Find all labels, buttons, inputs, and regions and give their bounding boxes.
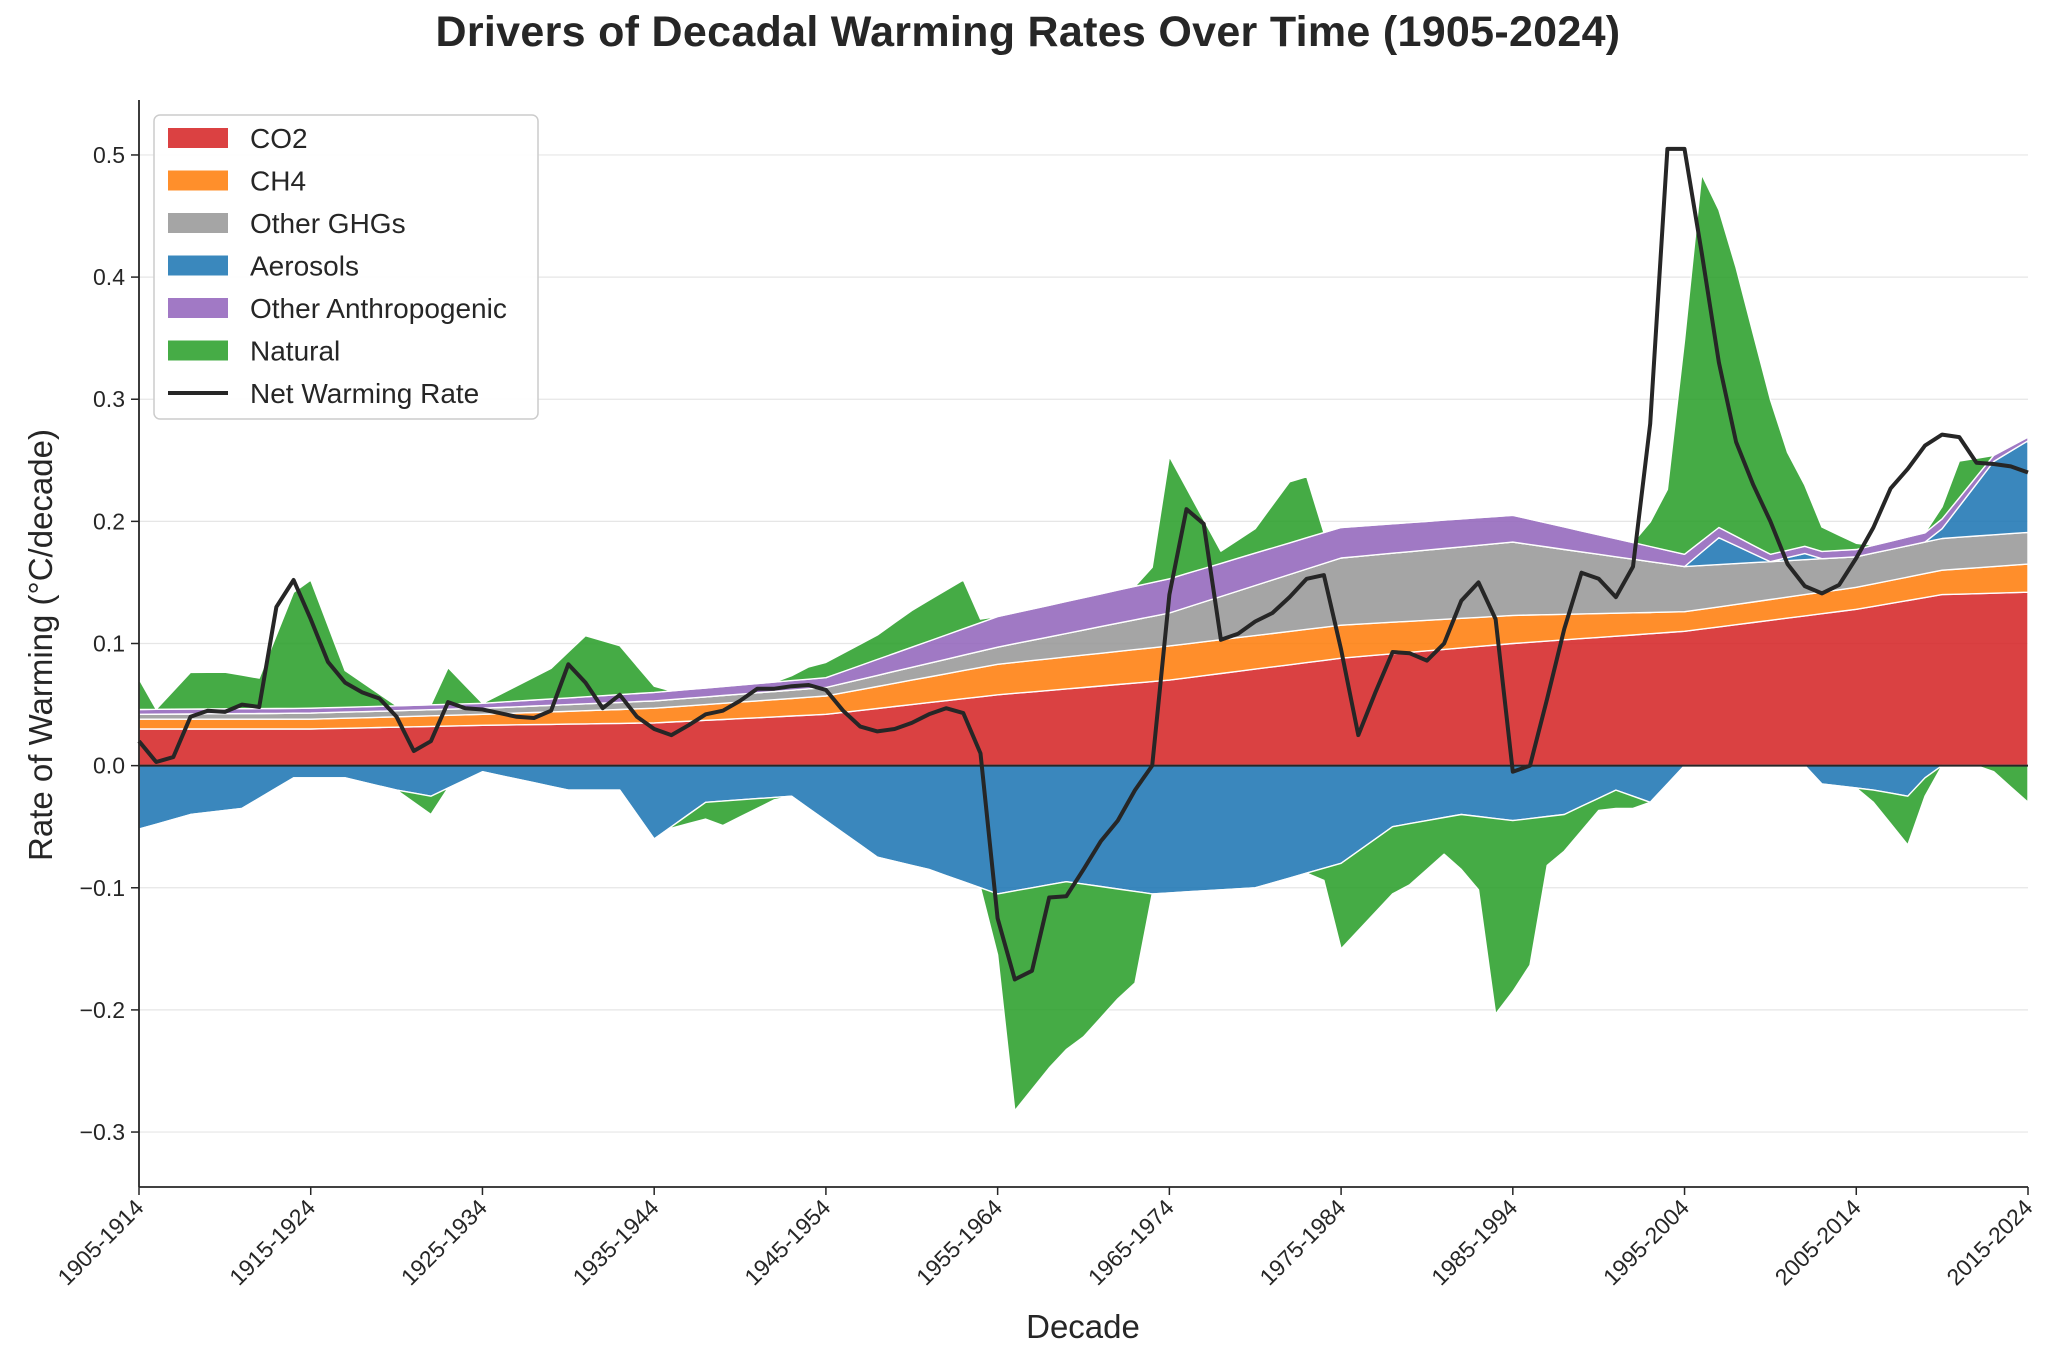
legend-label-other-ghgs: Other GHGs <box>250 208 406 239</box>
legend-label-aerosols: Aerosols <box>250 251 359 282</box>
net-line-layer <box>137 146 2029 982</box>
legend-label-net-warming-rate: Net Warming Rate <box>250 378 479 409</box>
x-tick-label-1: 1915-1924 <box>224 1194 320 1290</box>
y-tick-label-5: 0.2 <box>93 508 125 534</box>
x-tick-label-2: 1925-1934 <box>396 1194 492 1290</box>
y-tick-label-1: −0.2 <box>80 997 125 1023</box>
x-tick-label-10: 2005-2014 <box>1770 1194 1866 1290</box>
x-tick-label-3: 1935-1944 <box>568 1194 664 1290</box>
legend-label-natural: Natural <box>250 336 340 367</box>
x-tick-label-9: 1995-2004 <box>1598 1194 1694 1290</box>
stacked-areas <box>138 173 2029 1112</box>
x-tick-label-8: 1985-1994 <box>1426 1194 1522 1290</box>
legend-swatch-aerosols <box>168 255 228 276</box>
area-natural-neg <box>138 764 2029 1112</box>
legend-swatch-other-anthropogenic <box>168 298 228 318</box>
legend-swatch-co2 <box>168 128 228 148</box>
y-tick-label-4: 0.1 <box>93 631 125 657</box>
y-tick-label-2: −0.1 <box>80 875 125 901</box>
legend-swatch-natural <box>168 340 228 361</box>
area-natural-pos <box>138 173 2029 711</box>
legend-label-other-anthropogenic: Other Anthropogenic <box>250 293 507 324</box>
legend-swatch-other-ghgs <box>168 213 228 233</box>
legend: CO2 CH4 Other GHGs Aerosols Other Anthropoge… <box>153 114 539 420</box>
y-tick-label-3: 0.0 <box>93 753 125 779</box>
net-warming-line <box>137 146 2029 982</box>
x-tick-label-6: 1965-1974 <box>1083 1194 1179 1290</box>
x-axis-label: Decade <box>1026 1308 1140 1345</box>
area-aerosols-neg <box>138 764 2029 895</box>
legend-box <box>153 114 539 420</box>
y-axis-label: Rate of Warming (°C/decade) <box>22 429 59 861</box>
legend-label-co2: CO2 <box>250 123 308 154</box>
y-tick-label-0: −0.3 <box>80 1119 125 1145</box>
y-tick-label-6: 0.3 <box>93 386 125 412</box>
x-tick-label-5: 1955-1964 <box>911 1194 1007 1290</box>
x-tick-label-7: 1975-1984 <box>1254 1194 1350 1290</box>
x-tick-label-11: 2015-2024 <box>1941 1194 2037 1290</box>
legend-label-ch4: CH4 <box>250 166 306 197</box>
y-tick-label-8: 0.5 <box>93 142 125 168</box>
x-tick-label-0: 1905-1914 <box>52 1194 148 1290</box>
legend-swatch-ch4 <box>168 170 228 191</box>
chart-title: Drivers of Decadal Warming Rates Over Ti… <box>435 8 1621 56</box>
y-tick-label-7: 0.4 <box>93 264 125 290</box>
x-tick-label-4: 1945-1954 <box>739 1194 835 1290</box>
